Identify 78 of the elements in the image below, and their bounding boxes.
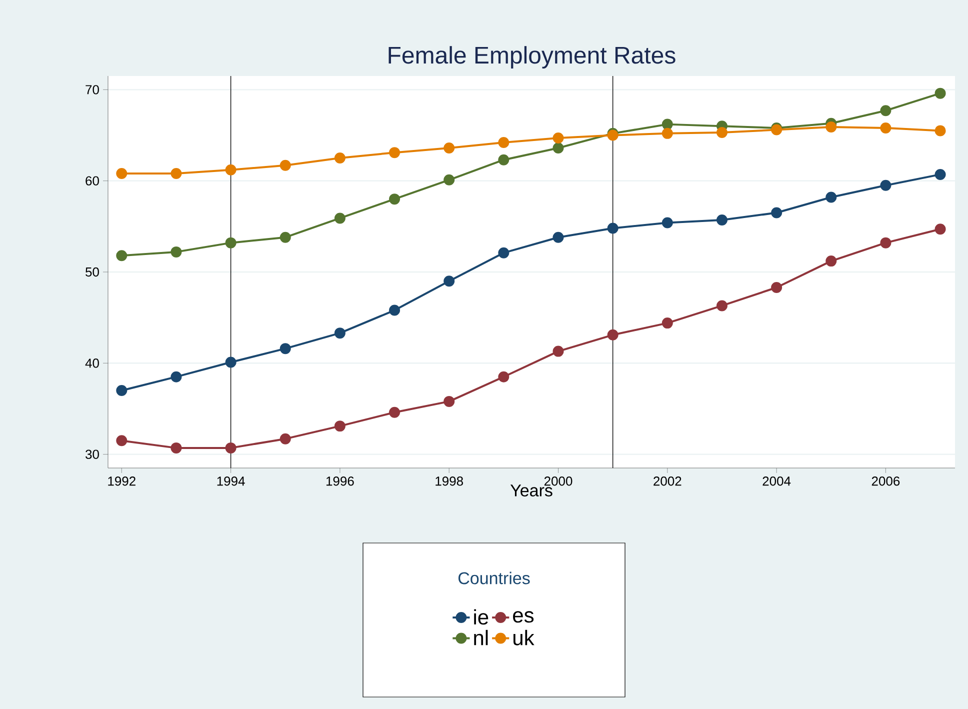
point [934,125,946,136]
chart-title: Female Employment Rates [388,46,676,68]
x-axis-title: Years [510,484,552,496]
point [389,194,400,205]
x-tick-label: 2002 [654,476,682,486]
point [716,300,728,312]
point [662,318,673,329]
point [771,207,782,218]
point [607,329,618,340]
point [225,442,236,454]
point [826,256,837,267]
point [716,127,728,138]
x-tick-label: 2006 [872,476,900,486]
point [280,343,291,354]
point [170,168,182,180]
point [280,160,291,171]
y-tick-label: 70 [86,85,99,94]
point [116,250,128,262]
y-tick-label: 50 [86,267,99,277]
x-tick-label: 2004 [762,476,791,486]
point [552,232,564,243]
x-tick-label: 1998 [436,476,463,486]
y-tick-label: 40 [85,358,99,368]
point [552,346,564,357]
point [389,304,400,316]
legend-label: ie [474,609,488,625]
y-tick-label: 30 [86,450,99,459]
point [498,154,510,166]
point [934,88,946,99]
point [116,168,128,180]
y-tick-label: 60 [86,176,99,186]
point [662,118,673,130]
point [498,247,510,258]
point [170,246,182,258]
x-tick-label: 1992 [108,476,136,486]
point [826,192,837,203]
point [225,237,236,248]
point [444,276,455,287]
legend-title: Countries [458,572,530,584]
legend-label: es [513,611,534,623]
point [334,420,346,432]
point [116,385,128,396]
point [880,122,892,134]
point [880,180,892,191]
point [444,142,455,154]
point [170,442,182,454]
point [170,371,182,382]
point [225,356,236,368]
x-tick-label: 1994 [217,476,245,486]
point [771,282,782,293]
point [498,137,510,148]
legend-label: nl [474,630,488,646]
point [552,132,564,144]
point [444,174,455,186]
point [225,164,236,176]
x-tick-label: 2000 [544,476,572,486]
point [444,396,455,407]
point [280,232,291,243]
point [826,122,837,133]
point [116,435,128,446]
point [934,224,946,235]
point [880,237,892,248]
point [662,128,673,139]
x-tick-label: 1996 [326,476,354,486]
point [880,105,892,116]
point [716,214,728,226]
point [334,328,346,339]
point [498,371,510,382]
point [662,217,673,228]
point [389,406,400,418]
point [389,147,400,158]
point [934,168,946,180]
point [552,142,564,154]
legend-label: uk [514,630,534,646]
point [280,433,291,444]
point [334,152,346,164]
point [607,222,618,234]
point [334,212,346,224]
